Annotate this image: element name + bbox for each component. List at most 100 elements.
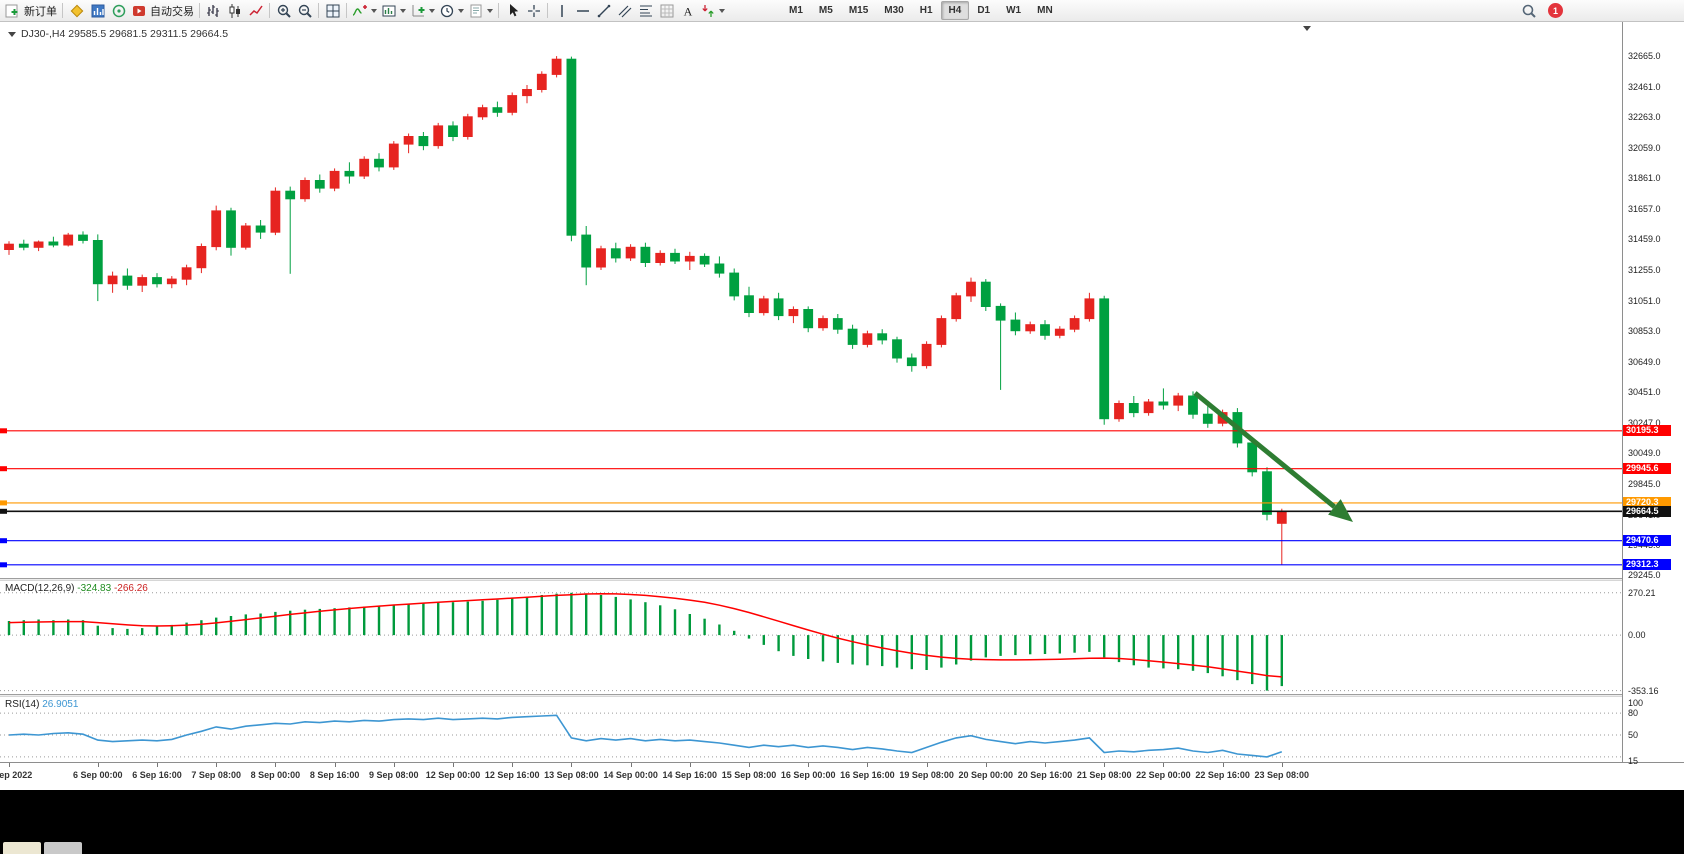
time-axis-label: 20 Sep 16:00 xyxy=(1017,770,1073,780)
indicators-button[interactable] xyxy=(350,1,379,21)
macd-histogram xyxy=(7,592,1284,691)
price-axis-label: 30049.0 xyxy=(1628,447,1661,458)
timeframe-h4-button[interactable]: H4 xyxy=(940,1,970,20)
arrows-button[interactable] xyxy=(698,1,727,21)
trend-arrow[interactable] xyxy=(1193,391,1336,509)
time-axis-tick xyxy=(867,763,869,767)
timeframe-h1-button[interactable]: H1 xyxy=(919,5,933,16)
toolbar-separator xyxy=(62,3,63,18)
vertical-line-button[interactable] xyxy=(551,1,572,21)
fibonacci-button[interactable] xyxy=(635,1,656,21)
channel-button[interactable] xyxy=(614,1,635,21)
time-axis-tick xyxy=(275,763,277,767)
pane-splitter-macd[interactable] xyxy=(0,578,1684,581)
tile-windows-icon xyxy=(325,3,341,19)
chart-tab-bar xyxy=(0,839,82,854)
toolbar-buttons: 新订单 自动交易 A xyxy=(3,1,727,21)
time-axis-label: 21 Sep 08:00 xyxy=(1076,770,1132,780)
chart-menu-arrow[interactable] xyxy=(1303,26,1311,31)
chart-tab[interactable] xyxy=(3,842,41,854)
new-chart-button[interactable] xyxy=(408,1,437,21)
timeframe-m30-button[interactable]: M30 xyxy=(884,5,904,16)
notification-badge[interactable]: 1 xyxy=(1548,3,1563,18)
price-axis-label: 32263.0 xyxy=(1628,112,1661,123)
timeframe-w1-button[interactable]: W1 xyxy=(1006,5,1022,16)
new-order-button[interactable]: 新订单 xyxy=(3,1,59,21)
chevron-down-icon xyxy=(458,8,464,13)
bar-chart-button[interactable] xyxy=(203,1,224,21)
one-click-trading-arrow[interactable] xyxy=(8,31,16,37)
macd-signal-value: -266.26 xyxy=(113,583,148,594)
toolbar-right-group: 1 xyxy=(1518,1,1563,21)
timeframe-m1-button[interactable]: M1 xyxy=(789,5,803,16)
autotrading-icon xyxy=(131,3,147,19)
price-axis-label: 30247.0 xyxy=(1628,417,1661,428)
chart-title: DJ30-,H4 29585.5 29681.5 29311.5 29664.5 xyxy=(8,28,228,40)
time-axis-label: 12 Sep 00:00 xyxy=(425,770,481,780)
toolbar-separator xyxy=(498,3,499,18)
price-axis-label: 30451.0 xyxy=(1628,387,1661,397)
shapes-button[interactable] xyxy=(656,1,677,21)
crosshair-icon xyxy=(526,3,542,19)
zoom-in-button[interactable] xyxy=(273,1,294,21)
terminal-strip xyxy=(0,790,1684,854)
templates-button[interactable] xyxy=(466,1,495,21)
new-order-label: 新订单 xyxy=(24,5,57,18)
time-axis-label: 15 Sep 08:00 xyxy=(721,770,777,780)
zoom-out-button[interactable] xyxy=(294,1,315,21)
profiles-button[interactable] xyxy=(66,1,87,21)
time-axis-label: 9 Sep 08:00 xyxy=(369,770,419,780)
autotrading-label: 自动交易 xyxy=(150,5,194,18)
rsi-label: RSI(14) 26.9051 xyxy=(5,699,78,710)
new-chart-icon xyxy=(410,3,426,19)
candle-chart-button[interactable] xyxy=(224,1,245,21)
price-axis-label: 31861.0 xyxy=(1628,173,1661,184)
horizontal-line-button[interactable] xyxy=(572,1,593,21)
price-axis-label: 31657.0 xyxy=(1628,204,1661,215)
crosshair-button[interactable] xyxy=(523,1,544,21)
timeframe-d1-button[interactable]: D1 xyxy=(977,5,991,16)
fibonacci-icon xyxy=(638,3,654,19)
tile-windows-button[interactable] xyxy=(322,1,343,21)
timeframe-m5-button[interactable]: M5 xyxy=(818,5,833,16)
time-axis-label: 16 Sep 16:00 xyxy=(840,770,895,780)
arrows-icon xyxy=(700,3,716,19)
time-axis-tick xyxy=(749,763,750,767)
rsi-axis-label: 15 xyxy=(1628,755,1639,766)
chart-tab[interactable] xyxy=(44,842,82,854)
timeframe-mn-button[interactable]: MN xyxy=(1037,5,1053,16)
auto-scroll-button[interactable] xyxy=(437,1,466,21)
market-watch-icon xyxy=(90,3,106,19)
market-watch-button[interactable] xyxy=(87,1,108,21)
macd-label: MACD(12,26,9) -324.83 -266.26 xyxy=(5,583,148,594)
cursor-button[interactable] xyxy=(502,1,523,21)
time-axis-tick xyxy=(334,763,336,767)
data-window-button[interactable] xyxy=(108,1,129,21)
timeframe-m15-button[interactable]: M15 xyxy=(848,5,869,16)
trend-arrow-head[interactable] xyxy=(1328,499,1353,522)
price-axis-label: 31459.0 xyxy=(1628,234,1661,245)
line-chart-icon xyxy=(248,3,264,19)
autotrading-button[interactable]: 自动交易 xyxy=(129,1,196,21)
time-axis-tick xyxy=(216,763,218,767)
horizontal-line-icon xyxy=(575,3,591,19)
candle-chart-icon xyxy=(227,3,243,19)
zoom-out-icon xyxy=(297,3,313,19)
time-axis-label: 23 Sep 08:00 xyxy=(1254,770,1310,780)
line-chart-button[interactable] xyxy=(245,1,266,21)
time-axis-tick xyxy=(1163,763,1165,767)
toolbar-separator xyxy=(199,3,200,18)
price-axis-label: 32665.0 xyxy=(1628,51,1661,62)
periods-icon xyxy=(381,3,397,19)
price-line-label: 29470.6 xyxy=(1623,535,1671,547)
periods-button[interactable] xyxy=(379,1,408,21)
text-button[interactable]: A xyxy=(677,1,698,21)
macd-axis-label: -353.16 xyxy=(1628,685,1659,696)
macd-main-value: -324.83 xyxy=(77,583,112,594)
pane-splitter-rsi[interactable] xyxy=(0,694,1684,697)
clock-icon xyxy=(439,3,455,19)
rsi-axis-label: 50 xyxy=(1628,729,1639,740)
search-button[interactable] xyxy=(1518,1,1539,21)
trendline-button[interactable] xyxy=(593,1,614,21)
rsi-line xyxy=(8,714,1283,758)
